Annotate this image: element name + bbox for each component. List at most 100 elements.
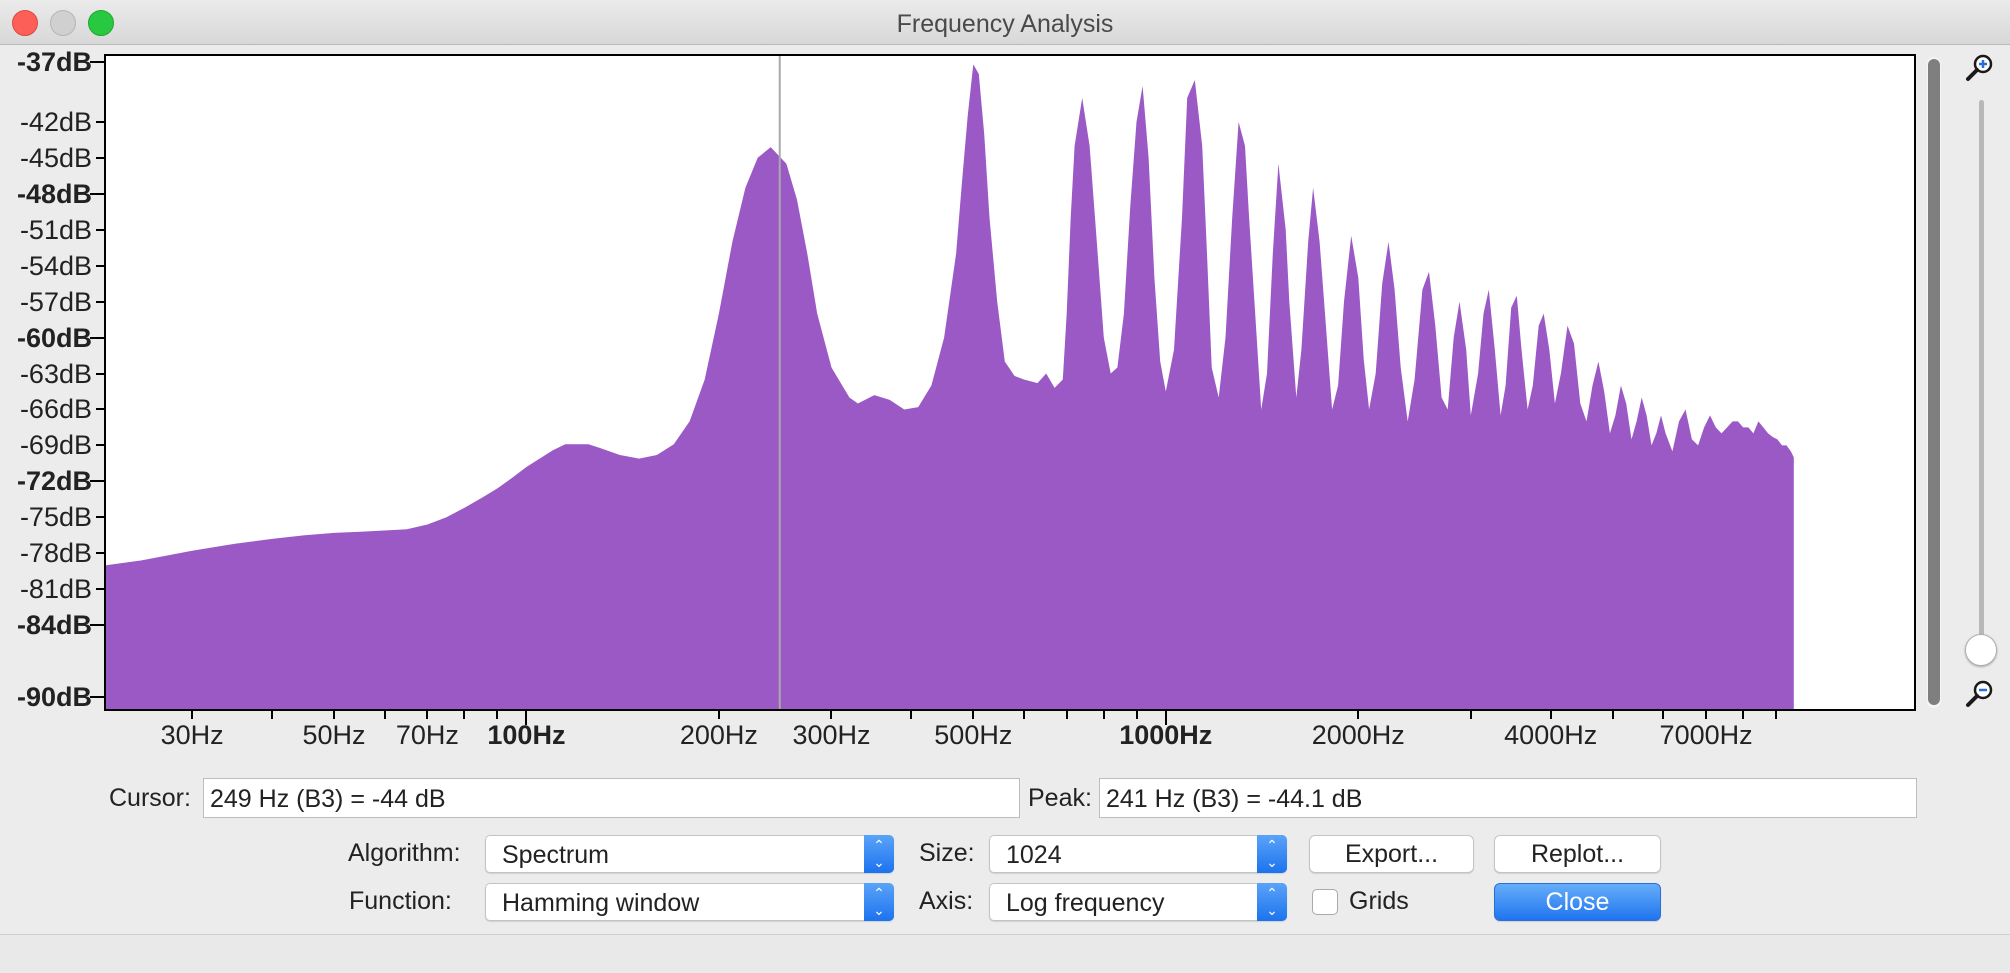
x-minor-tick	[1662, 711, 1665, 719]
x-minor-tick	[463, 711, 466, 719]
x-minor-tick	[1065, 711, 1068, 719]
x-tick-label: 100Hz	[487, 720, 566, 750]
y-tick	[96, 228, 104, 231]
zoom-in-icon[interactable]	[1964, 52, 1996, 84]
y-tick	[90, 480, 104, 483]
x-tick-label: 30Hz	[160, 720, 224, 750]
y-tick	[96, 156, 104, 159]
y-tick	[96, 444, 104, 447]
y-tick	[96, 408, 104, 411]
title-bar: Frequency Analysis	[0, 0, 2010, 45]
algorithm-label: Algorithm:	[348, 839, 461, 867]
x-tick-label: 300Hz	[792, 720, 871, 750]
x-tick-label: 500Hz	[934, 720, 1013, 750]
window-minimize-button[interactable]	[50, 10, 76, 36]
x-minor-tick	[271, 711, 273, 719]
y-tick-label: -90dB	[16, 682, 92, 713]
x-tick-label: 4000Hz	[1504, 720, 1598, 750]
x-minor-tick	[1469, 711, 1472, 719]
x-minor-tick	[496, 711, 499, 719]
spectrum-plot[interactable]	[104, 54, 1916, 711]
chevron-updown-icon: ⌃ ⌄	[1257, 835, 1287, 873]
x-minor-tick	[910, 711, 913, 719]
function-label: Function:	[349, 887, 452, 915]
close-button[interactable]: Close	[1494, 883, 1661, 921]
y-tick-label: -48dB	[16, 178, 92, 209]
y-tick-label: -66dB	[19, 394, 92, 425]
function-select-value: Hamming window	[502, 889, 700, 917]
replot-button[interactable]: Replot...	[1494, 835, 1661, 873]
vertical-scrollbar[interactable]	[1927, 57, 1941, 708]
x-tick	[1164, 711, 1167, 725]
y-tick-label: -60dB	[16, 322, 92, 353]
x-tick-label: 7000Hz	[1659, 720, 1753, 750]
window-title: Frequency Analysis	[896, 10, 1114, 38]
x-minor-tick	[383, 711, 386, 719]
x-tick-label: 50Hz	[302, 720, 366, 750]
y-tick-label: -75dB	[19, 502, 92, 533]
y-tick-label: -45dB	[19, 142, 92, 173]
y-tick	[96, 372, 104, 375]
y-tick-label: -54dB	[19, 250, 92, 281]
chevron-updown-icon: ⌃ ⌄	[864, 883, 894, 921]
zoom-slider-knob[interactable]	[1965, 634, 1997, 666]
x-minor-tick	[1742, 711, 1745, 719]
y-tick-label: -57dB	[19, 286, 92, 317]
peak-label: Peak:	[1028, 784, 1092, 812]
cursor-readout-field[interactable]: 249 Hz (B3) = -44 dB	[203, 778, 1020, 818]
y-tick	[96, 120, 104, 123]
status-bar	[0, 934, 2010, 973]
y-tick	[96, 588, 104, 591]
x-minor-tick	[1135, 711, 1138, 719]
y-tick	[90, 624, 104, 627]
window-zoom-button[interactable]	[88, 10, 114, 36]
y-tick-label: -78dB	[19, 538, 92, 569]
axis-select-value: Log frequency	[1006, 889, 1165, 917]
x-tick-label: 1000Hz	[1119, 720, 1213, 750]
x-tick	[426, 711, 429, 719]
x-tick-label: 70Hz	[395, 720, 459, 750]
algorithm-select[interactable]: Spectrum ⌃ ⌄	[485, 835, 894, 873]
function-select[interactable]: Hamming window ⌃ ⌄	[485, 883, 894, 921]
axis-select[interactable]: Log frequency ⌃ ⌄	[989, 883, 1287, 921]
peak-readout-field[interactable]: 241 Hz (B3) = -44.1 dB	[1099, 778, 1917, 818]
export-button[interactable]: Export...	[1309, 835, 1474, 873]
x-tick	[525, 711, 528, 725]
window-close-button[interactable]	[12, 10, 38, 36]
axis-label: Axis:	[919, 887, 974, 915]
y-tick-label: -81dB	[19, 574, 92, 605]
zoom-out-icon[interactable]	[1964, 678, 1996, 710]
cursor-label: Cursor:	[109, 784, 191, 812]
x-tick	[972, 711, 975, 719]
spectrum-chart	[106, 56, 1794, 709]
x-tick	[191, 711, 194, 719]
scrollbar-thumb[interactable]	[1928, 59, 1940, 705]
grids-checkbox[interactable]	[1312, 889, 1338, 915]
y-tick	[90, 336, 104, 339]
size-select[interactable]: 1024 ⌃ ⌄	[989, 835, 1287, 873]
size-label: Size:	[919, 839, 975, 867]
chevron-updown-icon: ⌃ ⌄	[864, 835, 894, 873]
y-tick	[90, 60, 104, 63]
x-tick	[717, 711, 720, 719]
y-tick	[96, 516, 104, 519]
grids-label: Grids	[1349, 887, 1409, 915]
x-tick	[830, 711, 833, 719]
x-tick	[1549, 711, 1552, 719]
y-tick-label: -69dB	[19, 430, 92, 461]
y-tick	[96, 552, 104, 555]
x-minor-tick	[1774, 711, 1777, 719]
y-tick-label: -37dB	[16, 46, 92, 77]
y-tick-label: -63dB	[19, 358, 92, 389]
zoom-slider-track[interactable]	[1979, 100, 1984, 665]
y-tick	[90, 696, 104, 699]
y-tick	[90, 192, 104, 195]
y-tick-label: -51dB	[19, 214, 92, 245]
y-tick-label: -72dB	[16, 466, 92, 497]
x-minor-tick	[1022, 711, 1025, 719]
x-tick-label: 2000Hz	[1311, 720, 1405, 750]
y-tick	[96, 264, 104, 267]
y-tick-label: -84dB	[16, 610, 92, 641]
y-tick	[96, 300, 104, 303]
x-tick	[332, 711, 335, 719]
